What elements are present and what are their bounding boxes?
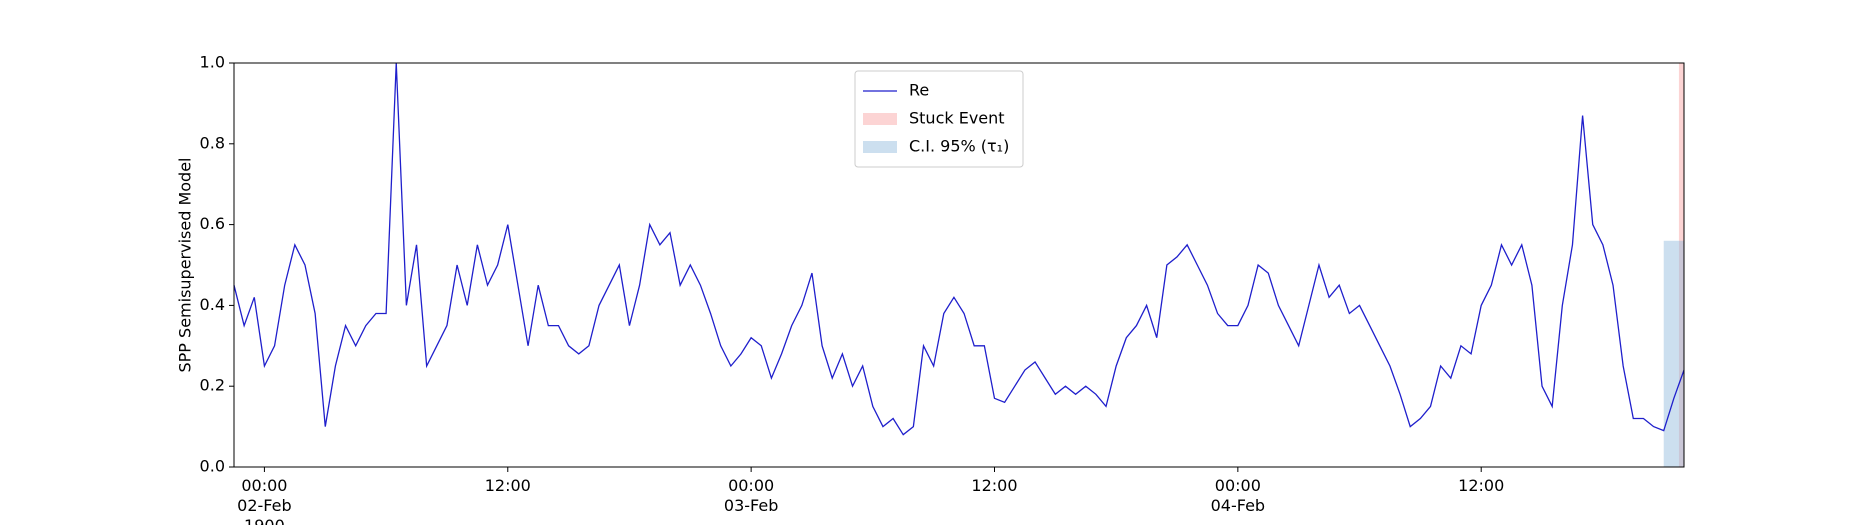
y-tick-label: 0.6 [200, 214, 225, 233]
legend-patch [863, 141, 897, 153]
y-tick-label: 1.0 [200, 53, 225, 72]
plot-frame [233, 62, 1685, 468]
span [1663, 240, 1684, 467]
y-tick-label: 0.2 [200, 376, 225, 395]
x-tick-label: 12:00 [1458, 476, 1505, 495]
legend-label: Re [909, 81, 929, 100]
y-axis-label: SPP Semisupervised Model [176, 158, 195, 373]
legend: Re Stuck Event C.I. 95% (τ₁) [854, 70, 1024, 168]
x-tick-label: 00:00 04-Feb [1210, 476, 1266, 515]
y-tick-label: 0.4 [200, 295, 225, 314]
x-tick-label: 12:00 [971, 476, 1018, 495]
y-tick-label: 0.8 [200, 133, 225, 152]
span [1678, 63, 1684, 467]
legend-patch [863, 113, 897, 125]
legend-label: C.I. 95% (τ₁) [909, 137, 1009, 156]
legend-label: Stuck Event [909, 109, 1005, 128]
legend-box [854, 70, 1024, 168]
x-tick-label: 00:00 02-Feb 1900 [237, 476, 292, 525]
x-tick-label: 12:00 [484, 476, 531, 495]
x-tick-label: 00:00 03-Feb [723, 476, 779, 515]
data-line [233, 62, 1685, 436]
y-tick-label: 0.0 [200, 457, 225, 476]
